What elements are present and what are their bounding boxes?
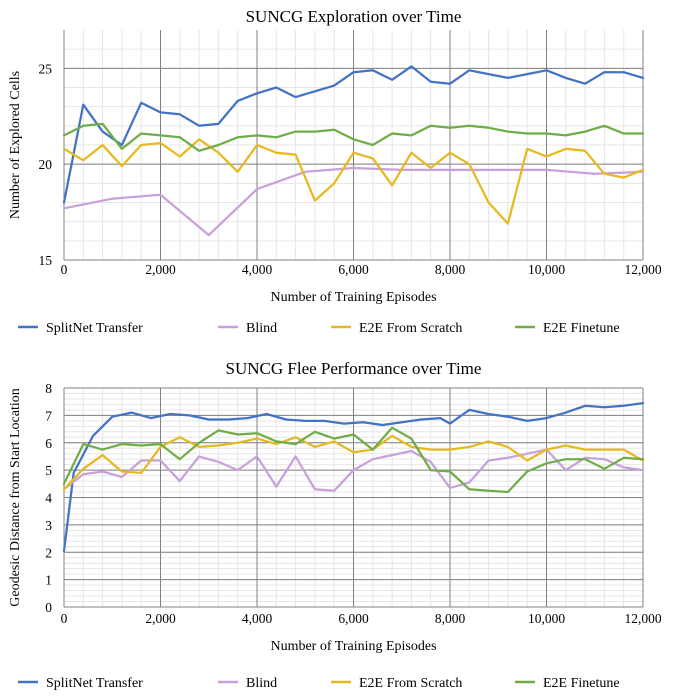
series-line-e2e-from-scratch bbox=[62, 138, 645, 225]
legend-entry: Blind bbox=[246, 676, 277, 691]
y-tick-label: 8 bbox=[45, 381, 52, 396]
legend-entry: SplitNet Transfer bbox=[46, 321, 143, 336]
y-tick-label: 5 bbox=[45, 463, 52, 478]
x-tick-label: 2,000 bbox=[145, 611, 176, 626]
series-line-blind bbox=[62, 166, 645, 237]
legend-entry: E2E Finetune bbox=[543, 676, 620, 691]
series-line-splitnet-transfer bbox=[62, 401, 645, 553]
y-tick-label: 7 bbox=[45, 408, 52, 423]
x-tick-label: 0 bbox=[61, 611, 68, 626]
legend-entry: E2E Finetune bbox=[543, 321, 620, 336]
legend-entry: Blind bbox=[246, 321, 277, 336]
x-tick-label: 10,000 bbox=[528, 611, 565, 626]
chart-2: 0 2,000 4,000 6,000 8,000 10,000 12,000 0 1 2 3 4 5 6… bbox=[8, 359, 662, 691]
x-tick-label: 0 bbox=[61, 262, 68, 277]
legend-entry: E2E From Scratch bbox=[359, 676, 462, 691]
x-axis-label: Number of Training Episodes bbox=[270, 290, 436, 305]
x-tick-label: 6,000 bbox=[338, 262, 369, 277]
y-axis-label: Geodesic Distance from Start Location bbox=[8, 388, 23, 606]
chart-title: SUNCG Exploration over Time bbox=[246, 7, 462, 26]
x-tick-label: 2,000 bbox=[145, 262, 176, 277]
legend: SplitNet Transfer Blind E2E From Scratch E2… bbox=[18, 676, 620, 691]
series-line-splitnet-transfer bbox=[62, 65, 645, 204]
series-line-e2e-from-scratch bbox=[62, 434, 645, 491]
y-axis-label: Number of Explored Cells bbox=[8, 71, 23, 219]
x-axis-label: Number of Training Episodes bbox=[270, 639, 436, 654]
x-tick-label: 4,000 bbox=[242, 611, 273, 626]
legend-entry: E2E From Scratch bbox=[359, 321, 462, 336]
x-tick-label: 12,000 bbox=[624, 611, 661, 626]
y-tick-label: 4 bbox=[45, 491, 52, 506]
y-tick-label: 0 bbox=[45, 600, 52, 615]
x-tick-label: 8,000 bbox=[435, 262, 466, 277]
y-tick-label: 2 bbox=[45, 545, 52, 560]
y-tick-label: 3 bbox=[45, 518, 52, 533]
x-tick-label: 4,000 bbox=[242, 262, 273, 277]
x-tick-label: 6,000 bbox=[338, 611, 369, 626]
y-tick-label: 6 bbox=[45, 436, 52, 451]
series-line-e2e-finetune bbox=[62, 426, 645, 494]
y-tick-label: 1 bbox=[45, 573, 52, 588]
x-tick-label: 10,000 bbox=[528, 262, 565, 277]
legend-entry: SplitNet Transfer bbox=[46, 676, 143, 691]
legend: SplitNet Transfer Blind E2E From Scratch E2… bbox=[18, 321, 620, 336]
chart-1: 0 2,000 4,000 6,000 8,000 10,000 12,000 15 20 25 S… bbox=[8, 7, 662, 336]
y-tick-label: 15 bbox=[39, 253, 53, 268]
y-tick-label: 20 bbox=[39, 157, 53, 172]
x-tick-label: 8,000 bbox=[435, 611, 466, 626]
series-line-e2e-finetune bbox=[62, 122, 645, 152]
chart-title: SUNCG Flee Performance over Time bbox=[226, 359, 482, 378]
x-tick-label: 12,000 bbox=[624, 262, 661, 277]
y-tick-label: 25 bbox=[39, 61, 53, 76]
